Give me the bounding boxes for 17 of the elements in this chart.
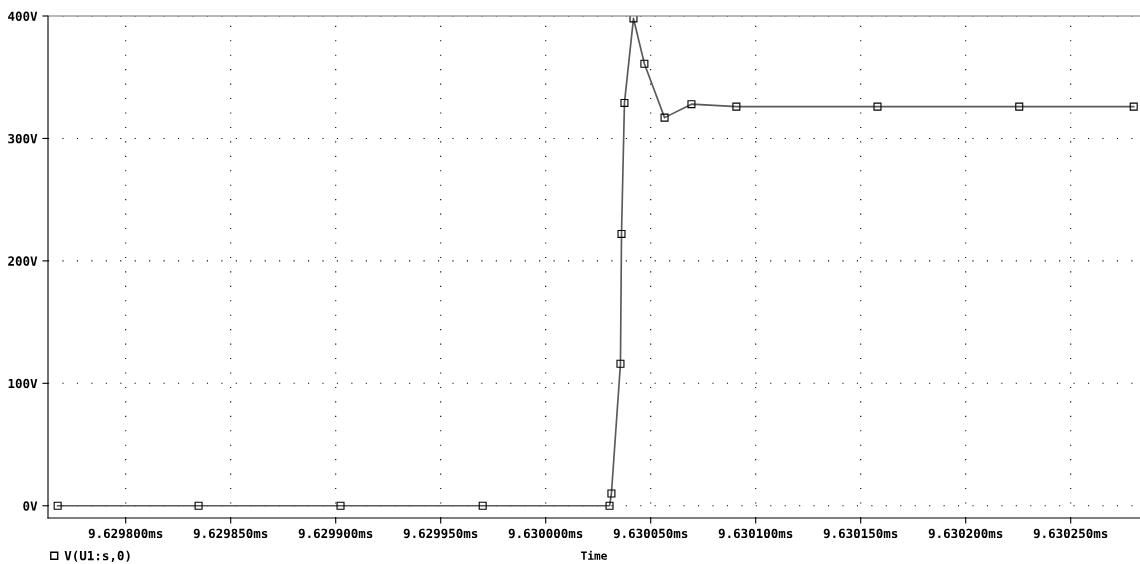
y-tick-label: 300V <box>8 133 38 144</box>
x-tick-label: 9.629950ms <box>403 528 478 539</box>
y-tick-label: 400V <box>8 11 38 21</box>
y-tick-label: 100V <box>8 378 38 389</box>
y-tick-label: 200V <box>8 256 38 266</box>
legend-label: V(U1:s,0) <box>64 550 130 562</box>
x-tick-label: 9.630200ms <box>928 528 1003 539</box>
x-axis-title: Time <box>581 550 607 560</box>
x-tick-label: 9.629850ms <box>193 528 268 539</box>
x-tick-label: 9.630000ms <box>508 528 583 539</box>
x-tick-label: 9.630150ms <box>823 528 898 539</box>
x-tick-label: 9.629800ms <box>88 528 163 539</box>
x-tick-label: 9.630100ms <box>718 528 793 539</box>
x-tick-label: 9.629900ms <box>298 528 373 539</box>
x-tick-label: 9.630050ms <box>613 528 688 539</box>
y-tick-label: 0V <box>23 501 38 511</box>
x-tick-label: 9.630250ms <box>1033 528 1108 539</box>
